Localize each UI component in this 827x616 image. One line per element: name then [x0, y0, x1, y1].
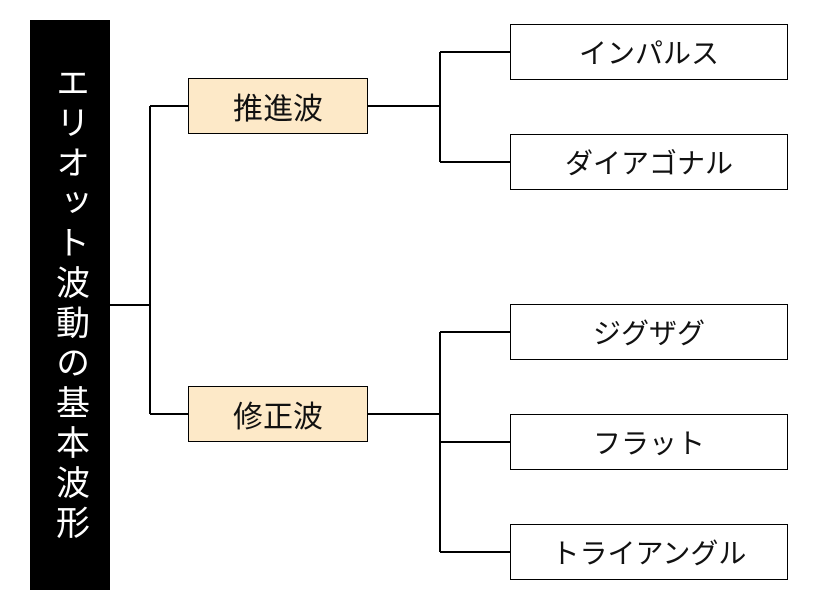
connector	[368, 413, 440, 415]
leaf-node-impulse: インパルス	[510, 24, 788, 80]
connector	[149, 106, 151, 414]
connector	[439, 52, 441, 162]
tree-diagram: エリオット波動の基本波形 推進波 修正波 インパルス ダイアゴナル ジグザグ フ…	[0, 0, 827, 616]
root-node: エリオット波動の基本波形	[30, 20, 110, 590]
leaf-label: ダイアゴナル	[565, 142, 733, 182]
connector	[150, 413, 188, 415]
connector	[440, 441, 510, 443]
connector	[368, 105, 440, 107]
leaf-label: トライアングル	[552, 532, 747, 572]
branch-label: 修正波	[233, 392, 323, 436]
connector	[150, 105, 188, 107]
connector	[440, 331, 510, 333]
root-label: エリオット波動の基本波形	[46, 65, 95, 545]
leaf-node-diagonal: ダイアゴナル	[510, 134, 788, 190]
leaf-label: インパルス	[579, 32, 719, 72]
branch-label: 推進波	[233, 84, 323, 128]
connector	[110, 304, 150, 306]
branch-node-corr: 修正波	[188, 386, 368, 442]
leaf-node-triangle: トライアングル	[510, 524, 788, 580]
leaf-node-flat: フラット	[510, 414, 788, 470]
leaf-node-zigzag: ジグザグ	[510, 304, 788, 360]
branch-node-push: 推進波	[188, 78, 368, 134]
connector	[440, 51, 510, 53]
connector	[440, 551, 510, 553]
connector	[440, 161, 510, 163]
leaf-label: ジグザグ	[593, 312, 705, 352]
leaf-label: フラット	[593, 422, 705, 462]
